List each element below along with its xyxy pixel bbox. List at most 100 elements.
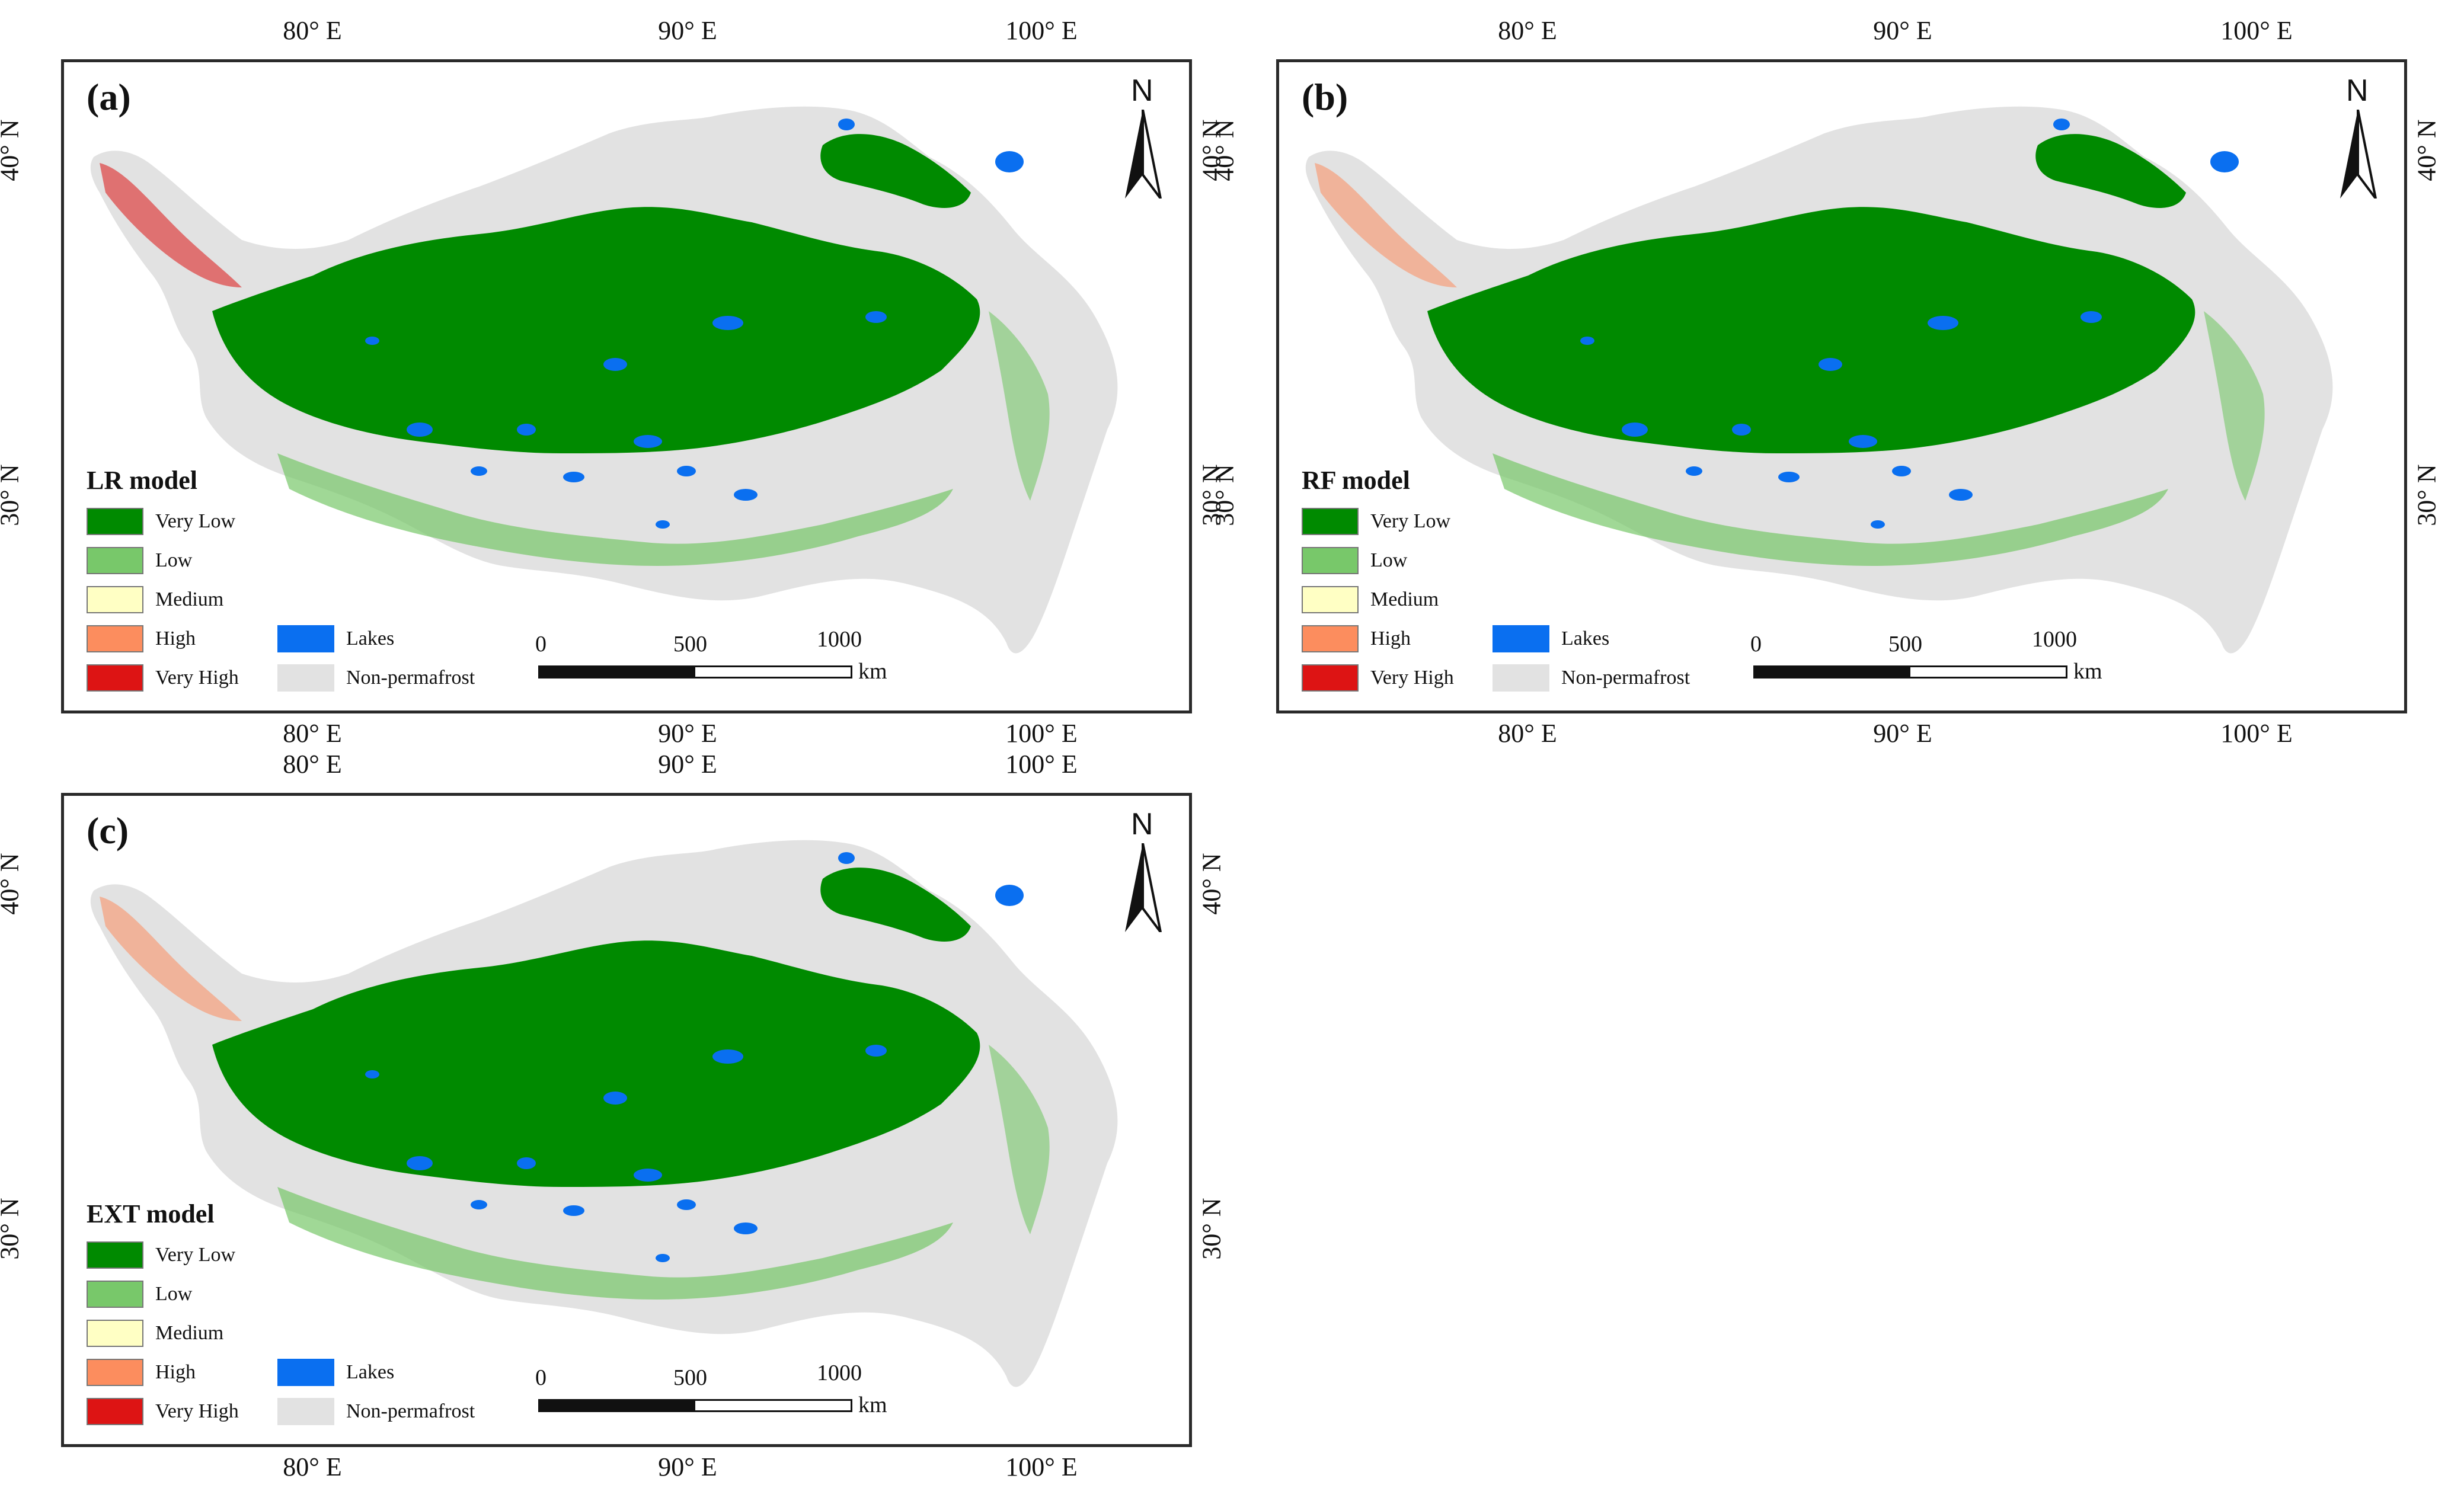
- lon-tick-label: 90° E: [1873, 719, 1932, 748]
- permafrost-south-low: [277, 1187, 953, 1300]
- north-arrow: N: [1113, 73, 1172, 199]
- western-tail: [100, 163, 242, 287]
- lake: [634, 1169, 662, 1182]
- north-arrow: N: [2328, 73, 2388, 199]
- legend-label: Very Low: [155, 510, 236, 532]
- lake: [1849, 435, 1877, 448]
- lon-tick-label: 80° E: [283, 750, 342, 779]
- legend-swatch: [1302, 508, 1359, 535]
- legend-label: Medium: [155, 1322, 224, 1344]
- north-arrow-icon: [1125, 110, 1162, 199]
- lake: [471, 1200, 487, 1209]
- scale-unit: km: [858, 659, 887, 684]
- lake: [995, 151, 1024, 172]
- lake: [1622, 423, 1648, 437]
- scale-label-500: 500: [1888, 632, 1922, 657]
- model-title: RF model: [1302, 466, 1410, 495]
- legend-very-high: Very High: [1302, 664, 1454, 692]
- model-title: LR model: [87, 466, 197, 495]
- permafrost-map: [90, 106, 1118, 654]
- legend-lakes: Lakes: [277, 625, 394, 652]
- lon-tick-label: 100° E: [1005, 16, 1078, 45]
- scale-bar: [538, 1399, 852, 1412]
- permafrost-qilian: [2035, 134, 2186, 208]
- scale-label-1000: 1000: [2032, 627, 2077, 652]
- lake: [1686, 466, 1702, 476]
- legend-swatch: [87, 1241, 143, 1269]
- legend-label: Very High: [155, 667, 239, 689]
- lon-tick-label: 100° E: [1005, 719, 1078, 748]
- north-letter: N: [1131, 807, 1153, 841]
- lon-tick-label: 90° E: [1873, 16, 1932, 45]
- legend-very-low: Very Low: [1302, 508, 1450, 535]
- permafrost-core: [212, 207, 980, 453]
- legend-label: Very Low: [155, 1244, 236, 1266]
- western-tail: [1315, 163, 1457, 287]
- lon-tick-label: 100° E: [1005, 750, 1078, 779]
- legend-label: Low: [1370, 549, 1408, 571]
- lake: [2081, 311, 2102, 323]
- legend-non-permafrost: Non-permafrost: [1493, 664, 1690, 692]
- lon-tick-label: 80° E: [1498, 16, 1557, 45]
- lon-tick-label: 100° E: [2220, 16, 2293, 45]
- lat-tick-label: 40° N: [0, 853, 24, 915]
- legend-non-permafrost: Non-permafrost: [277, 1398, 475, 1425]
- lake: [2053, 119, 2070, 130]
- legend-swatch: [87, 1398, 143, 1425]
- scale-bar-filled: [540, 1401, 695, 1410]
- legend-high: High: [87, 625, 196, 652]
- map-frame: (a) N LR model Very Low Low: [61, 59, 1192, 713]
- lon-tick-label: 80° E: [283, 1452, 342, 1481]
- scale-unit: km: [858, 1393, 887, 1417]
- legend-swatch: [1302, 664, 1359, 692]
- legend-very-high: Very High: [87, 1398, 239, 1425]
- lake: [1928, 316, 1958, 330]
- lake: [603, 1092, 627, 1105]
- panel-label: (c): [87, 809, 129, 852]
- legend-lakes: Lakes: [1493, 625, 1609, 652]
- lon-tick-label: 90° E: [658, 750, 717, 779]
- western-tail: [100, 897, 242, 1021]
- lake: [603, 358, 627, 371]
- scale-label-500: 500: [673, 1365, 707, 1390]
- panel-label: (a): [87, 76, 131, 118]
- lake: [995, 885, 1024, 906]
- model-title: EXT model: [87, 1199, 215, 1228]
- lake: [407, 1156, 433, 1170]
- legend-high: High: [87, 1359, 196, 1386]
- lake: [734, 1222, 758, 1234]
- legend-swatch: [87, 1281, 143, 1308]
- lake: [563, 472, 584, 482]
- lake: [563, 1205, 584, 1216]
- map-frame: (c) N EXT model Very Low Low: [61, 793, 1192, 1447]
- lake: [407, 423, 433, 437]
- lake: [712, 1049, 743, 1064]
- legend-label: High: [155, 1361, 196, 1383]
- permafrost-east-low: [989, 311, 1050, 501]
- legend-low: Low: [87, 547, 192, 574]
- lon-tick-label: 80° E: [283, 719, 342, 748]
- lake: [838, 852, 855, 864]
- lake: [734, 489, 758, 501]
- lake: [1819, 358, 1842, 371]
- legend-swatch: [1493, 625, 1549, 652]
- legend-swatch: [277, 625, 334, 652]
- legend-lakes: Lakes: [277, 1359, 394, 1386]
- scale-bar-filled: [1755, 667, 1910, 677]
- legend-swatch: [87, 664, 143, 692]
- lake: [1949, 489, 1973, 501]
- legend-low: Low: [1302, 547, 1407, 574]
- legend-label: High: [1370, 628, 1411, 649]
- legend-label: High: [155, 628, 196, 649]
- legend-high: High: [1302, 625, 1411, 652]
- permafrost-east-low: [2204, 311, 2265, 501]
- lake: [1580, 337, 1594, 345]
- lat-tick-label: 40° N: [0, 119, 24, 181]
- permafrost-south-low: [277, 453, 953, 566]
- lake: [656, 1254, 670, 1262]
- legend-label: Very Low: [1370, 510, 1451, 532]
- lat-tick-label: 40° N: [1197, 853, 1226, 915]
- permafrost-map: [1305, 106, 2333, 654]
- scale-bar-filled: [540, 667, 695, 677]
- legend-swatch: [277, 664, 334, 692]
